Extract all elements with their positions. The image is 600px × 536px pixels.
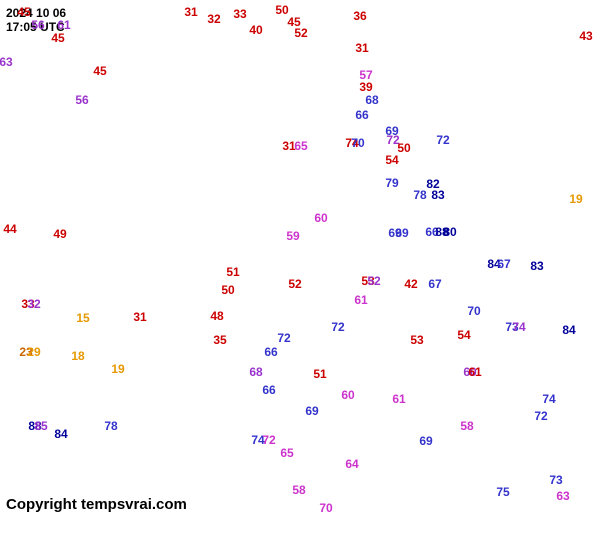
data-point: 67: [428, 278, 441, 290]
data-point: 61: [468, 366, 481, 378]
data-point: 63: [556, 490, 569, 502]
data-point: 19: [111, 363, 124, 375]
data-point: 84: [562, 324, 575, 336]
data-point: 42: [404, 278, 417, 290]
data-point: 45: [17, 6, 30, 18]
data-point: 32: [207, 13, 220, 25]
data-point: 73: [549, 474, 562, 486]
data-point: 68: [249, 366, 262, 378]
data-point: 60: [314, 212, 327, 224]
data-point: 56: [75, 94, 88, 106]
data-point: 79: [385, 177, 398, 189]
data-point: 45: [51, 32, 64, 44]
data-point: 80: [443, 226, 456, 238]
data-point: 51: [226, 266, 239, 278]
data-point: 58: [460, 420, 473, 432]
data-point: 29: [27, 346, 40, 358]
data-point: 68: [365, 94, 378, 106]
data-point: 58: [292, 484, 305, 496]
data-point: 72: [331, 321, 344, 333]
data-point: 49: [53, 228, 66, 240]
data-point: 69: [395, 227, 408, 239]
data-point: 31: [184, 6, 197, 18]
data-point: 43: [579, 30, 592, 42]
data-point: 85: [34, 420, 47, 432]
data-point: 69: [419, 435, 432, 447]
data-point: 65: [280, 447, 293, 459]
data-point: 45: [93, 65, 106, 77]
data-point: 15: [76, 312, 89, 324]
data-point: 70: [467, 305, 480, 317]
data-point: 65: [294, 140, 307, 152]
data-point: 35: [213, 334, 226, 346]
data-point: 52: [288, 278, 301, 290]
data-point: 61: [354, 294, 367, 306]
data-point: 66: [264, 346, 277, 358]
data-point: 74: [512, 321, 525, 333]
data-point: 50: [221, 284, 234, 296]
data-point: 72: [277, 332, 290, 344]
data-point: 61: [57, 19, 70, 31]
data-point: 31: [133, 311, 146, 323]
data-point: 83: [530, 260, 543, 272]
data-point: 66: [355, 109, 368, 121]
data-point: 83: [431, 189, 444, 201]
data-point: 53: [410, 334, 423, 346]
data-point: 78: [104, 420, 117, 432]
data-point: 56: [31, 19, 44, 31]
data-point: 61: [392, 393, 405, 405]
data-point: 33: [233, 8, 246, 20]
data-point: 60: [341, 389, 354, 401]
data-point: 48: [210, 310, 223, 322]
data-point: 75: [496, 486, 509, 498]
data-point: 64: [345, 458, 358, 470]
data-point: 72: [534, 410, 547, 422]
plot-canvas: 2024 10 06 17:05 UTC 3132335045364356454…: [0, 0, 600, 536]
data-point: 31: [355, 42, 368, 54]
data-point: 74: [542, 393, 555, 405]
data-point: 72: [262, 434, 275, 446]
data-point: 70: [351, 137, 364, 149]
data-point: 44: [3, 223, 16, 235]
data-point: 84: [54, 428, 67, 440]
copyright-label: Copyright tempsvrai.com: [6, 496, 187, 513]
data-point: 52: [367, 275, 380, 287]
data-point: 63: [0, 56, 13, 68]
data-point: 36: [353, 10, 366, 22]
data-point: 40: [249, 24, 262, 36]
data-point: 39: [359, 81, 372, 93]
data-point: 78: [413, 189, 426, 201]
data-point: 70: [319, 502, 332, 514]
data-point: 59: [286, 230, 299, 242]
data-point: 50: [397, 142, 410, 154]
data-point: 54: [385, 154, 398, 166]
data-point: 18: [71, 350, 84, 362]
data-point: 67: [497, 258, 510, 270]
data-point: 32: [27, 298, 40, 310]
data-point: 52: [294, 27, 307, 39]
data-point: 51: [313, 368, 326, 380]
data-point: 69: [305, 405, 318, 417]
data-point: 72: [436, 134, 449, 146]
data-point: 66: [262, 384, 275, 396]
data-point: 19: [569, 193, 582, 205]
data-point: 54: [457, 329, 470, 341]
